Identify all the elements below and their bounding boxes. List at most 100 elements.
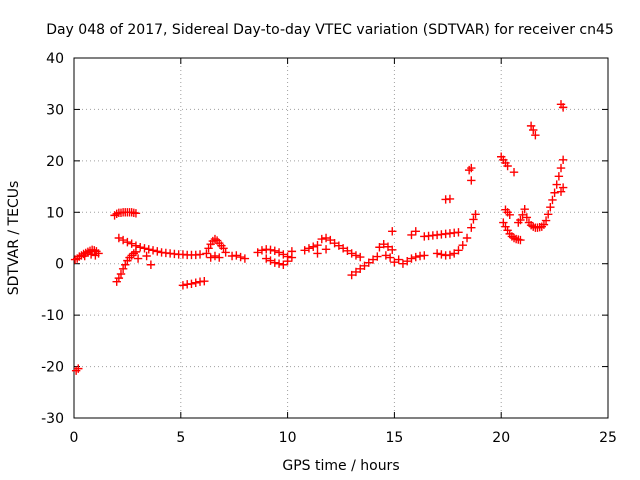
data-point	[343, 246, 352, 256]
data-point	[469, 215, 478, 224]
data-point	[373, 252, 382, 261]
data-point	[543, 210, 553, 219]
data-point	[236, 252, 245, 262]
data-point	[300, 246, 309, 255]
data-point	[142, 251, 151, 261]
data-point	[326, 235, 335, 245]
data-point	[467, 163, 476, 173]
data-point	[187, 279, 196, 288]
data-point	[210, 251, 220, 261]
y-tick-label: 10	[46, 205, 64, 221]
data-point	[240, 254, 250, 263]
data-point	[360, 261, 369, 270]
data-point	[80, 251, 89, 261]
data-point	[330, 238, 339, 248]
data-point	[317, 234, 326, 244]
data-point	[390, 257, 399, 267]
data-point	[313, 249, 322, 258]
data-point	[546, 202, 555, 212]
data-point	[287, 247, 297, 256]
data-point	[321, 233, 331, 243]
data-point	[153, 247, 162, 256]
data-point	[520, 205, 529, 214]
axis-ticks: 0 5 10 15 20 25 -30 -20 -10 0 10 20 30 40	[41, 51, 617, 446]
data-point	[509, 167, 519, 177]
data-point	[279, 260, 288, 269]
data-point	[304, 244, 314, 253]
data-point	[232, 251, 241, 260]
x-tick-label: 10	[279, 430, 297, 446]
data-point	[407, 230, 416, 240]
data-point	[550, 188, 559, 197]
data-point	[383, 242, 393, 251]
x-tick-label: 20	[492, 430, 510, 446]
data-point	[385, 253, 395, 262]
data-point	[347, 270, 356, 280]
data-point	[253, 248, 262, 257]
y-tick-label: 0	[55, 257, 64, 273]
data-point	[381, 251, 391, 260]
data-point	[123, 237, 132, 247]
data-point	[313, 241, 322, 250]
data-point	[202, 249, 211, 258]
data-point	[454, 228, 463, 237]
data-point	[407, 254, 416, 263]
data-point	[131, 241, 141, 250]
data-point	[321, 245, 331, 254]
data-point	[516, 235, 525, 245]
data-point	[279, 250, 288, 259]
data-point	[131, 209, 141, 218]
data-point	[133, 254, 143, 263]
data-point	[432, 249, 442, 258]
data-point	[347, 249, 356, 258]
data-point	[454, 246, 463, 255]
data-point	[548, 195, 557, 205]
data-point	[144, 245, 153, 254]
data-point	[148, 246, 158, 255]
data-point	[450, 249, 459, 258]
data-point	[388, 227, 397, 236]
data-point	[195, 250, 205, 259]
data-point	[467, 176, 476, 185]
data-point	[379, 239, 388, 249]
data-point	[206, 253, 215, 262]
data-point	[518, 210, 527, 220]
data-point	[86, 250, 96, 259]
data-point	[505, 210, 514, 220]
data-point	[462, 233, 472, 243]
y-tick-label: -10	[41, 308, 64, 324]
y-axis-label: SDTVAR / TECUs	[6, 181, 22, 296]
data-point	[437, 250, 446, 259]
data-points	[70, 100, 568, 375]
data-point	[558, 103, 568, 112]
data-point	[364, 258, 373, 267]
data-point	[200, 277, 209, 286]
data-point	[257, 246, 267, 255]
data-point	[558, 183, 568, 192]
data-point	[554, 172, 564, 181]
plot-frame	[73, 57, 609, 419]
data-point	[178, 281, 188, 290]
data-point	[116, 269, 126, 279]
x-tick-label: 5	[176, 430, 185, 446]
data-point	[274, 248, 284, 257]
y-tick-label: 20	[46, 154, 64, 170]
data-point	[541, 216, 551, 225]
data-point	[529, 125, 538, 135]
y-tick-label: 30	[46, 102, 64, 118]
data-point	[74, 364, 83, 373]
data-point	[558, 155, 568, 165]
grid	[74, 58, 608, 418]
data-point	[334, 241, 344, 250]
data-point	[266, 245, 275, 255]
data-point	[270, 246, 279, 256]
y-tick-label: -20	[41, 360, 64, 376]
y-tick-label: -30	[41, 411, 64, 427]
x-tick-label: 25	[599, 430, 617, 446]
data-point	[375, 243, 384, 252]
data-point	[114, 233, 124, 243]
data-point	[516, 215, 525, 225]
data-point	[221, 248, 230, 257]
data-point	[146, 260, 156, 269]
